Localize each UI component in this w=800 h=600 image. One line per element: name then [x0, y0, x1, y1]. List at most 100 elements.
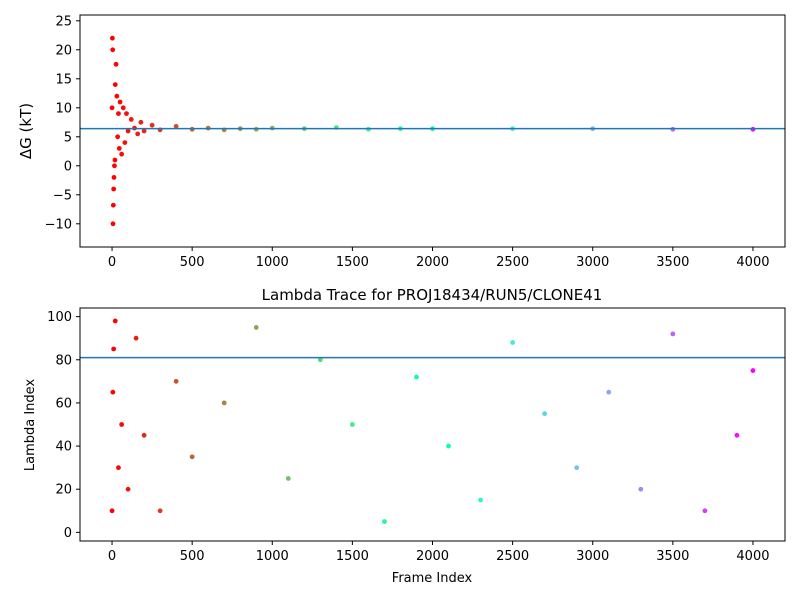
dg-point [111, 175, 117, 180]
dg-point [122, 140, 128, 146]
dg-point [119, 151, 125, 157]
lambda-x-tick-label: 1000 [256, 549, 289, 564]
lambda-x-tick-label: 2500 [496, 549, 529, 564]
dg-point [116, 146, 122, 151]
lambda-point [221, 400, 227, 406]
dg-point [113, 61, 119, 67]
lambda-point [125, 486, 131, 492]
lambda-point [109, 508, 115, 514]
lambda-y-tick-label: 20 [55, 483, 72, 498]
lambda-point [157, 508, 163, 514]
lambda-point [173, 378, 179, 384]
lambda-point [112, 318, 118, 324]
dg-x-tick-label: 3000 [576, 255, 609, 270]
dg-x-tick-label: 2000 [416, 255, 449, 270]
lambda-chart-title: Lambda Trace for PROJ18434/RUN5/CLONE41 [262, 286, 603, 304]
dg-point [110, 221, 116, 227]
dg-point [114, 93, 120, 99]
lambda-point [382, 519, 387, 524]
lambda-y-ticks: 0 20 40 60 80 100 [47, 310, 80, 541]
lambda-point [116, 465, 121, 471]
lambda-point [111, 346, 117, 352]
lambda-point [285, 476, 291, 481]
dg-y-ticks: −10 −5 0 5 10 15 20 25 [45, 14, 80, 232]
dg-point [111, 186, 117, 192]
dg-y-tick-label: −10 [45, 217, 72, 232]
dg-point [173, 123, 179, 129]
lambda-x-tick-label: 4000 [736, 549, 769, 564]
dg-x-tick-label: 4000 [736, 255, 769, 270]
lambda-point [349, 422, 355, 427]
dg-point [116, 111, 121, 116]
lambda-point [446, 443, 451, 449]
lambda-point [414, 374, 419, 380]
lambda-y-axis-label: Lambda Index [23, 379, 38, 472]
lambda-point [734, 432, 740, 438]
dg-point [117, 99, 123, 105]
dg-point [109, 35, 115, 41]
dg-x-ticks: 0 500 1000 1500 2000 2500 3000 3500 4000 [108, 247, 770, 270]
dg-points [109, 35, 756, 227]
lambda-x-ticks: 0 500 1000 1500 2000 2500 3000 3500 4000 [108, 541, 770, 564]
dg-point [109, 105, 115, 111]
dg-x-tick-label: 1500 [336, 255, 369, 270]
dg-y-tick-label: 20 [55, 43, 72, 58]
dg-x-tick-label: 2500 [496, 255, 529, 270]
lambda-point [189, 454, 195, 460]
dg-point [135, 131, 141, 137]
lambda-point [702, 508, 708, 514]
lambda-panel: Lambda Trace for PROJ18434/RUN5/CLONE41 … [23, 286, 786, 586]
dg-point [141, 128, 147, 134]
lambda-y-tick-label: 100 [47, 310, 72, 325]
dg-x-tick-label: 0 [108, 255, 116, 270]
dg-point [110, 202, 116, 208]
dg-point [120, 105, 126, 111]
dg-panel: 0 500 1000 1500 2000 2500 3000 3500 4000 −10 −5 0 5… [17, 14, 786, 270]
lambda-x-tick-label: 1500 [336, 549, 369, 564]
dg-y-tick-label: 25 [55, 14, 72, 29]
dg-y-tick-label: −5 [53, 188, 72, 203]
lambda-point [510, 340, 516, 345]
dg-point [149, 122, 155, 128]
lambda-x-axis-label: Frame Index [392, 571, 473, 586]
lambda-y-tick-label: 40 [55, 440, 72, 455]
lambda-x-tick-label: 3500 [656, 549, 689, 564]
lambda-point [133, 335, 139, 341]
lambda-point [606, 389, 612, 395]
dg-point [112, 157, 118, 163]
lambda-y-tick-label: 80 [55, 353, 72, 368]
lambda-point [119, 422, 125, 427]
lambda-y-tick-label: 60 [55, 396, 72, 411]
lambda-point [638, 486, 644, 492]
lambda-x-tick-label: 2000 [416, 549, 449, 564]
lambda-point [317, 357, 323, 363]
lambda-point [750, 368, 756, 373]
lambda-x-tick-label: 500 [180, 549, 205, 564]
lambda-y-tick-label: 0 [64, 526, 72, 541]
lambda-point [110, 389, 116, 395]
dg-y-axis-label: ΔG (kT) [17, 103, 35, 159]
dg-point [115, 134, 121, 140]
lambda-points [109, 318, 756, 524]
lambda-point [253, 325, 259, 330]
dg-x-tick-label: 1000 [256, 255, 289, 270]
lambda-point [574, 465, 580, 471]
dg-point [110, 47, 116, 53]
dg-point [124, 111, 129, 116]
dg-y-tick-label: 15 [55, 72, 72, 87]
dg-y-tick-label: 0 [64, 159, 72, 174]
dg-point [138, 119, 144, 125]
dg-x-tick-label: 500 [180, 255, 205, 270]
lambda-point [670, 331, 676, 337]
dg-point [125, 128, 131, 134]
dg-point [112, 82, 118, 87]
dg-point [112, 163, 117, 169]
lambda-x-tick-label: 3000 [576, 549, 609, 564]
dg-y-tick-label: 5 [64, 130, 72, 145]
lambda-point [542, 411, 548, 417]
dg-x-tick-label: 3500 [656, 255, 689, 270]
lambda-point [478, 497, 483, 503]
dg-y-tick-label: 10 [55, 101, 72, 116]
dg-point [128, 117, 134, 122]
